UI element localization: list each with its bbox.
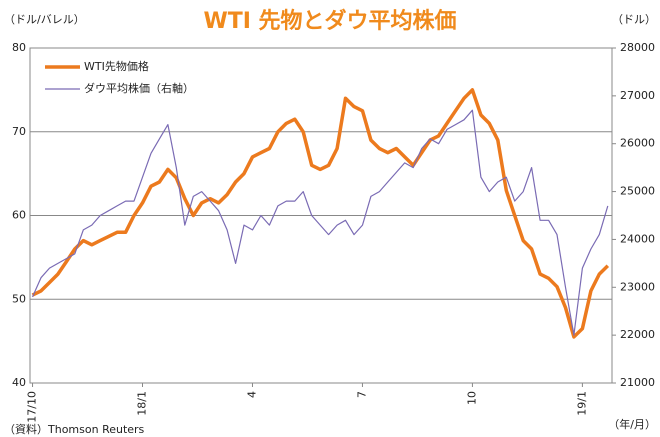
x-tick-label: 19/1 bbox=[575, 391, 588, 416]
y2-tick-label: 25000 bbox=[620, 185, 655, 198]
y2-tick-label: 21000 bbox=[620, 376, 655, 389]
y-tick-label: 80 bbox=[12, 41, 26, 54]
legend-label: ダウ平均株価（右軸） bbox=[84, 81, 194, 95]
y2-tick-label: 26000 bbox=[620, 137, 655, 150]
y2-axis-label: （ドル） bbox=[612, 13, 656, 26]
y-axis-label: （ドル/バレル） bbox=[4, 13, 85, 26]
legend-label: WTI先物価格 bbox=[84, 59, 149, 73]
x-tick-label: 10 bbox=[465, 391, 478, 405]
x-tick-label: 18/1 bbox=[136, 391, 149, 416]
y-tick-label: 60 bbox=[12, 209, 26, 222]
y2-tick-label: 27000 bbox=[620, 89, 655, 102]
x-axis-label: （年/月） bbox=[608, 417, 656, 431]
source: （資料）Thomson Reuters bbox=[4, 422, 145, 436]
x-tick-label: 17/10 bbox=[26, 391, 39, 423]
y2-tick-label: 23000 bbox=[620, 280, 655, 293]
y2-tick-label: 28000 bbox=[620, 41, 655, 54]
x-tick-label: 4 bbox=[245, 391, 258, 398]
plot-frame bbox=[29, 47, 613, 384]
x-tick-label: 7 bbox=[355, 391, 368, 398]
chart-title: WTI 先物とダウ平均株価 bbox=[203, 8, 456, 34]
y2-tick-label: 24000 bbox=[620, 232, 655, 245]
line-series bbox=[31, 88, 610, 339]
y2-tick-label: 22000 bbox=[620, 328, 655, 341]
y-tick-label: 70 bbox=[12, 125, 26, 138]
y-tick-label: 40 bbox=[12, 376, 26, 389]
y-tick-label: 50 bbox=[12, 292, 26, 305]
line-series bbox=[31, 109, 609, 336]
